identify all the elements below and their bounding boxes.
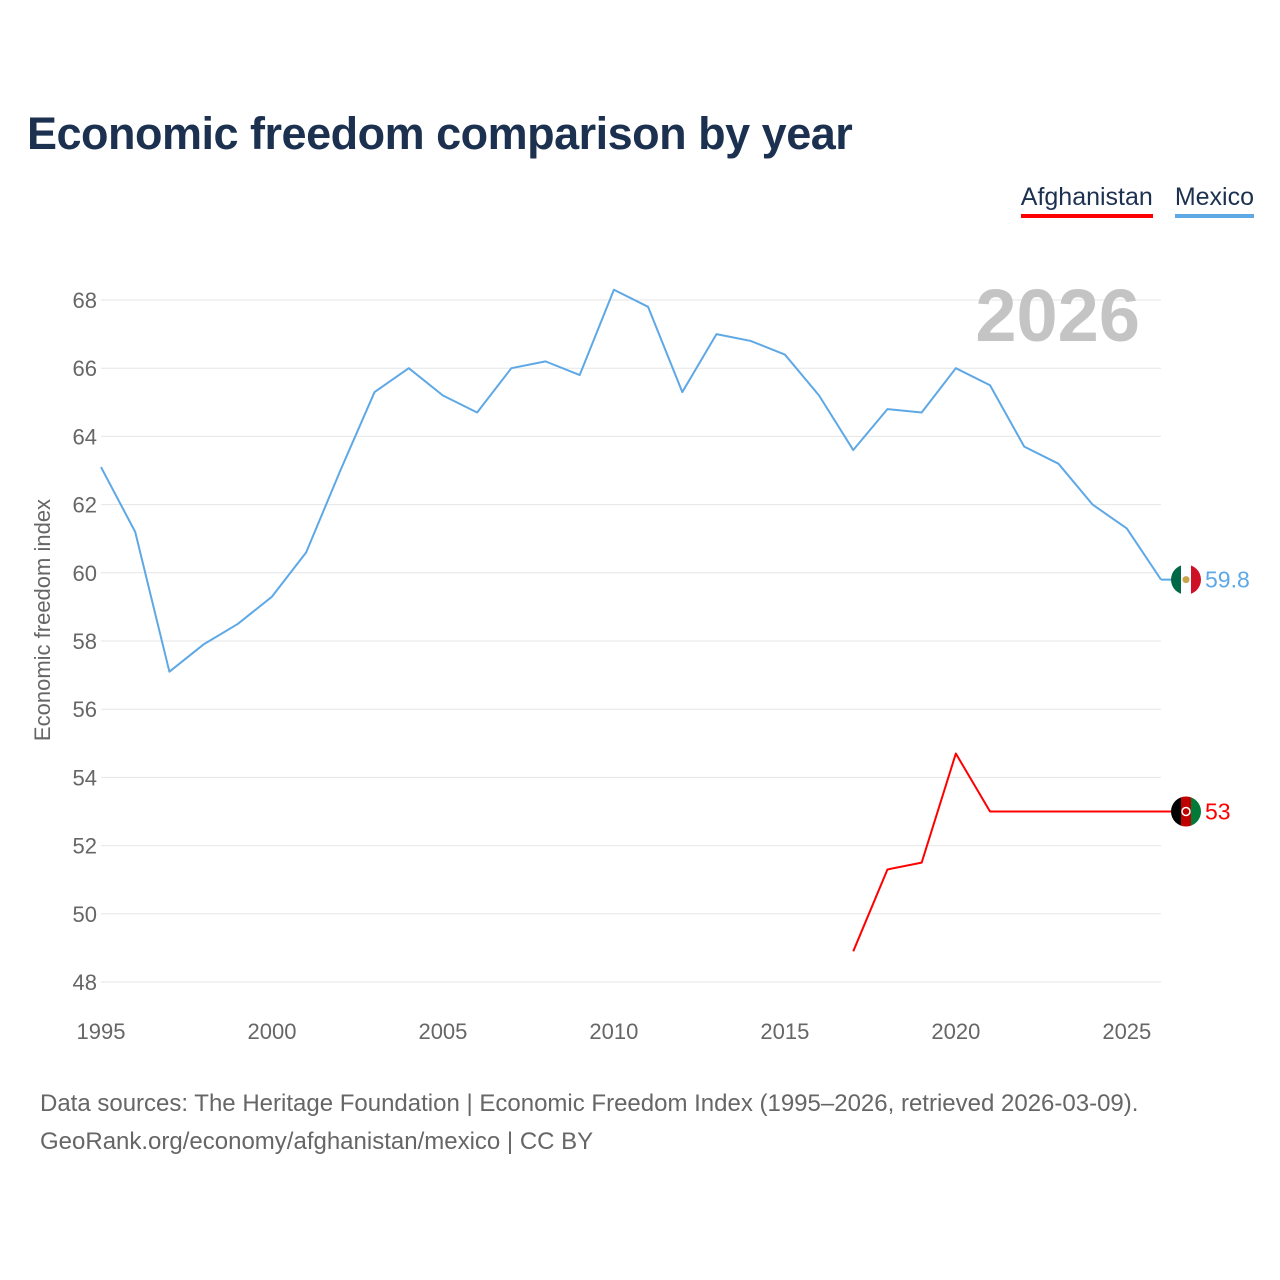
y-tick-label-64: 64 (73, 424, 97, 449)
x-tick-label-2020: 2020 (931, 1019, 980, 1044)
x-tick-label-1995: 1995 (77, 1019, 126, 1044)
mexico-flag-icon (1171, 564, 1201, 595)
chart-title: Economic freedom comparison by year (27, 108, 853, 159)
y-tick-label-52: 52 (73, 834, 97, 859)
y-axis-label: Economic freedom index (30, 499, 55, 741)
y-tick-label-54: 54 (73, 765, 97, 790)
afghanistan-flag-icon (1171, 796, 1201, 827)
y-tick-label-56: 56 (73, 697, 97, 722)
end-label-mexico: 59.8 (1205, 567, 1250, 593)
y-tick-label-50: 50 (73, 902, 97, 927)
y-tick-label-66: 66 (73, 356, 97, 381)
year-watermark: 2026 (975, 274, 1140, 357)
x-tick-label-2025: 2025 (1102, 1019, 1151, 1044)
y-tick-label-48: 48 (73, 970, 97, 995)
series-line-afghanistan (852, 752, 1161, 952)
legend-item-mexico[interactable]: Mexico (1174, 183, 1254, 218)
x-tick-label-2000: 2000 (247, 1019, 296, 1044)
legend-item-afghanistan[interactable]: Afghanistan (1020, 183, 1153, 218)
end-label-afghanistan: 53 (1205, 799, 1231, 825)
x-tick-label-2010: 2010 (589, 1019, 638, 1044)
x-tick-label-2015: 2015 (760, 1019, 809, 1044)
y-tick-label-68: 68 (73, 288, 97, 313)
y-tick-label-58: 58 (73, 629, 97, 654)
series-line-mexico (100, 288, 1162, 673)
footer-credit: GeoRank.org/economy/afghanistan/mexico |… (40, 1128, 594, 1155)
footer: Data sources: The Heritage Foundation | … (40, 1085, 1138, 1161)
legend: Afghanistan Mexico (1020, 183, 1254, 218)
footer-sources: Data sources: The Heritage Foundation | … (40, 1090, 1139, 1117)
y-tick-label-62: 62 (73, 493, 97, 518)
x-tick-label-2005: 2005 (418, 1019, 467, 1044)
y-tick-label-60: 60 (73, 561, 97, 586)
